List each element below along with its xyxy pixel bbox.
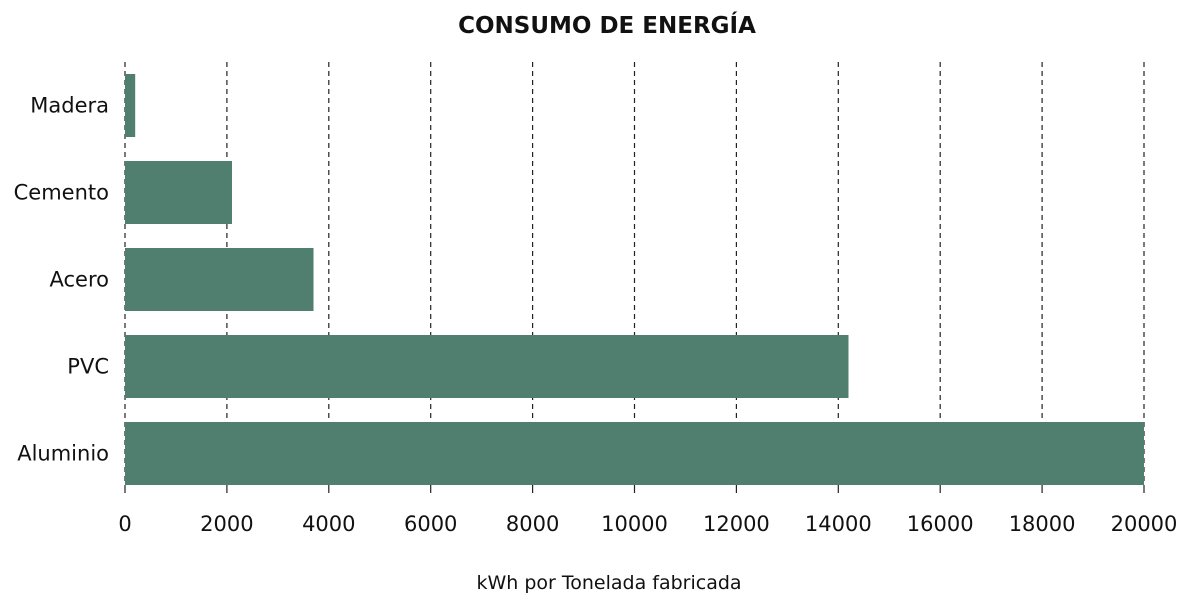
- x-tick-label: 10000: [601, 512, 668, 536]
- chart-title: CONSUMO DE ENERGÍA: [458, 11, 756, 39]
- bar-pvc: [125, 335, 849, 398]
- x-axis-ticks: 0 2000 4000 6000 8000 10000 12000 14000 16000 180…: [118, 487, 1177, 536]
- category-label-acero: Acero: [50, 268, 109, 292]
- bar-cemento: [125, 161, 232, 224]
- x-tick-label: 2000: [200, 512, 253, 536]
- bar-acero: [125, 248, 314, 311]
- x-axis-label: kWh por Tonelada fabricada: [476, 572, 741, 594]
- grid-layer: [124, 62, 1145, 487]
- category-label-cemento: Cemento: [14, 181, 109, 205]
- category-label-madera: Madera: [30, 94, 109, 118]
- category-label-aluminio: Aluminio: [17, 442, 109, 466]
- x-tick-label: 0: [118, 512, 131, 536]
- x-tick-label: 8000: [506, 512, 559, 536]
- x-tick-label: 4000: [302, 512, 355, 536]
- x-tick-label: 6000: [404, 512, 457, 536]
- category-labels: Madera Cemento Acero PVC Aluminio: [14, 94, 109, 466]
- x-tick-label: 16000: [907, 512, 974, 536]
- x-tick-label: 14000: [805, 512, 872, 536]
- bar-aluminio: [125, 422, 1144, 485]
- x-tick-label: 18000: [1009, 512, 1076, 536]
- bar-madera: [125, 74, 136, 137]
- x-tick-label: 20000: [1111, 512, 1178, 536]
- x-tick-label: 12000: [703, 512, 770, 536]
- bars-layer: [125, 74, 1144, 485]
- category-label-pvc: PVC: [67, 355, 109, 379]
